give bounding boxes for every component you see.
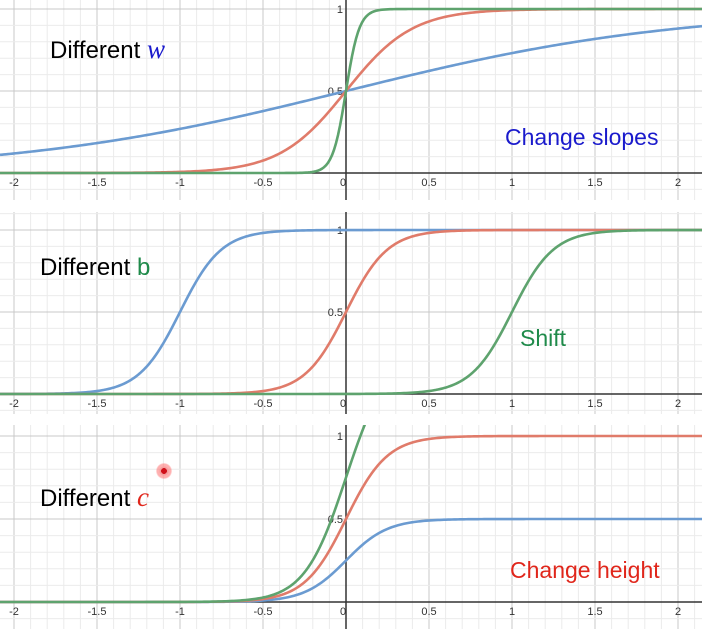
label-different-w: Different w: [50, 34, 165, 65]
plot-height: -2 -1.5 -1 -0.5 0 0.5 1 1.5 20.51: [0, 425, 702, 629]
label-prefix: Different: [40, 485, 137, 512]
x-tick-label: -0.5: [254, 606, 273, 618]
x-tick-label: -0.5: [254, 398, 273, 410]
x-tick-label: -1: [175, 606, 185, 618]
pointer-indicator: [156, 463, 172, 479]
x-tick-label: -2: [9, 177, 19, 189]
x-tick-label: 1.5: [587, 398, 602, 410]
x-tick-label: 0: [340, 606, 346, 618]
variable-c: c: [136, 482, 149, 512]
y-tick-label: 1: [337, 431, 343, 443]
x-tick-label: -1: [175, 177, 185, 189]
x-tick-label: -2: [9, 398, 19, 410]
panel-shift: -2 -1.5 -1 -0.5 0 0.5 1 1.5 2 0.5 1 Different b Sh…: [0, 212, 702, 414]
y-tick-label: 0.5: [328, 307, 343, 319]
series-curve-green: [0, 425, 367, 604]
x-tick-label: 0.5: [421, 606, 436, 618]
series-curve-blue: [0, 24, 702, 157]
x-tick-label: 1: [509, 606, 515, 618]
label-prefix: Different: [40, 254, 137, 281]
series-curve-green: [0, 7, 702, 175]
x-tick-label: 2: [675, 177, 681, 189]
x-tick-label: 0.5: [421, 177, 436, 189]
x-tick-label: 1: [509, 177, 515, 189]
note-change-height: Change height: [510, 557, 660, 583]
panel-height: -2 -1.5 -1 -0.5 0 0.5 1 1.5 2 0.5 1 Different c Ch…: [0, 425, 702, 629]
x-tick-label: 2: [675, 606, 681, 618]
grid: [0, 212, 702, 414]
label-different-b: Different b: [40, 254, 150, 282]
x-tick-label: 1: [509, 398, 515, 410]
note-shift: Shift: [520, 325, 567, 351]
label-prefix: Different: [50, 37, 147, 64]
x-tick-label: -1.5: [88, 606, 107, 618]
series-curve-green: [0, 228, 702, 396]
x-tick-label: -1.5: [88, 398, 107, 410]
x-tick-label: -1: [175, 398, 185, 410]
plot-slopes: -2 -1.5 -1 -0.5 0 0.5 1 1.5 20.51: [0, 0, 702, 200]
grid: [0, 0, 702, 200]
x-tick-label: -2: [9, 606, 19, 618]
variable-w: w: [146, 34, 165, 64]
x-tick-label: 1.5: [587, 606, 602, 618]
x-tick-label: 0: [340, 398, 346, 410]
variable-b: b: [136, 254, 151, 281]
x-tick-label: 2: [675, 398, 681, 410]
y-tick-label: 1: [337, 4, 343, 16]
label-different-c: Different c: [40, 482, 149, 513]
plot-shift: -2 -1.5 -1 -0.5 0 0.5 1 1.5 20.51: [0, 212, 702, 414]
x-tick-label: 1.5: [587, 177, 602, 189]
x-tick-label: 0.5: [421, 398, 436, 410]
x-tick-label: 0: [340, 177, 346, 189]
x-tick-label: -0.5: [254, 177, 273, 189]
note-change-slopes: Change slopes: [505, 124, 659, 150]
panel-slopes: -2 -1.5 -1 -0.5 0 0.5 1 1.5 2 0.5 1 Different w Ch…: [0, 0, 702, 200]
x-tick-label: -1.5: [88, 177, 107, 189]
grid: [0, 425, 702, 629]
